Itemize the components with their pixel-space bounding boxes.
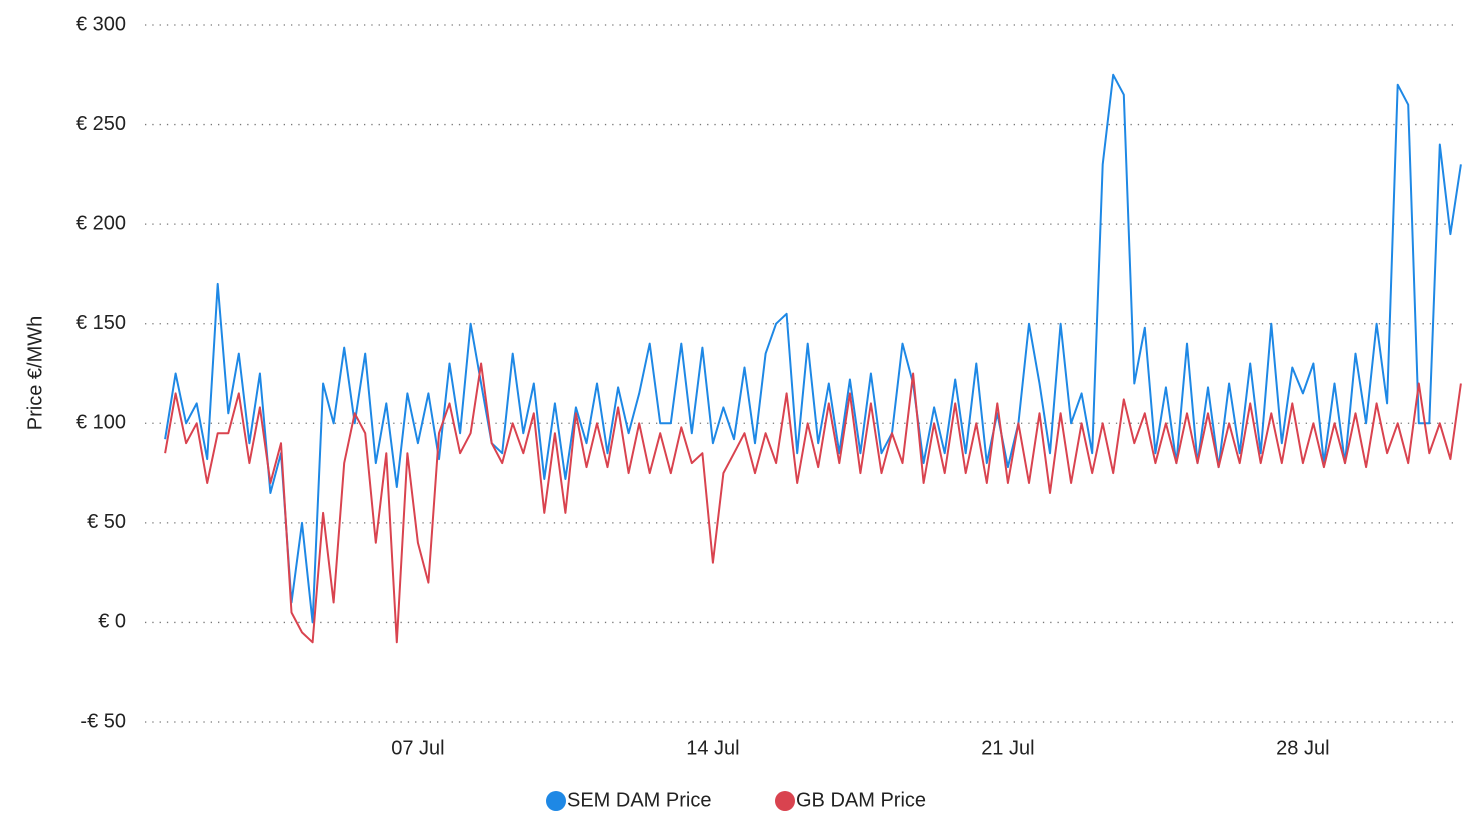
legend-label: GB DAM Price (796, 789, 926, 811)
series-line (164, 73, 1462, 624)
x-tick-label: 21 Jul (981, 737, 1034, 759)
legend-marker (775, 791, 795, 811)
y-axis-label: Price €/MWh (24, 316, 46, 430)
y-tick-label: € 0 (98, 611, 126, 633)
y-tick-label: € 200 (76, 212, 126, 234)
legend-marker (546, 791, 566, 811)
legend-label: SEM DAM Price (567, 789, 711, 811)
y-tick-label: € 100 (76, 412, 126, 434)
y-tick-label: € 50 (87, 511, 126, 533)
series-line (164, 362, 1462, 644)
y-tick-label: € 250 (76, 113, 126, 135)
x-tick-label: 07 Jul (391, 737, 444, 759)
y-tick-label: € 300 (76, 13, 126, 35)
x-tick-label: 14 Jul (686, 737, 739, 759)
y-tick-label: € 150 (76, 312, 126, 334)
y-tick-label: -€ 50 (80, 710, 126, 732)
x-tick-label: 28 Jul (1276, 737, 1329, 759)
